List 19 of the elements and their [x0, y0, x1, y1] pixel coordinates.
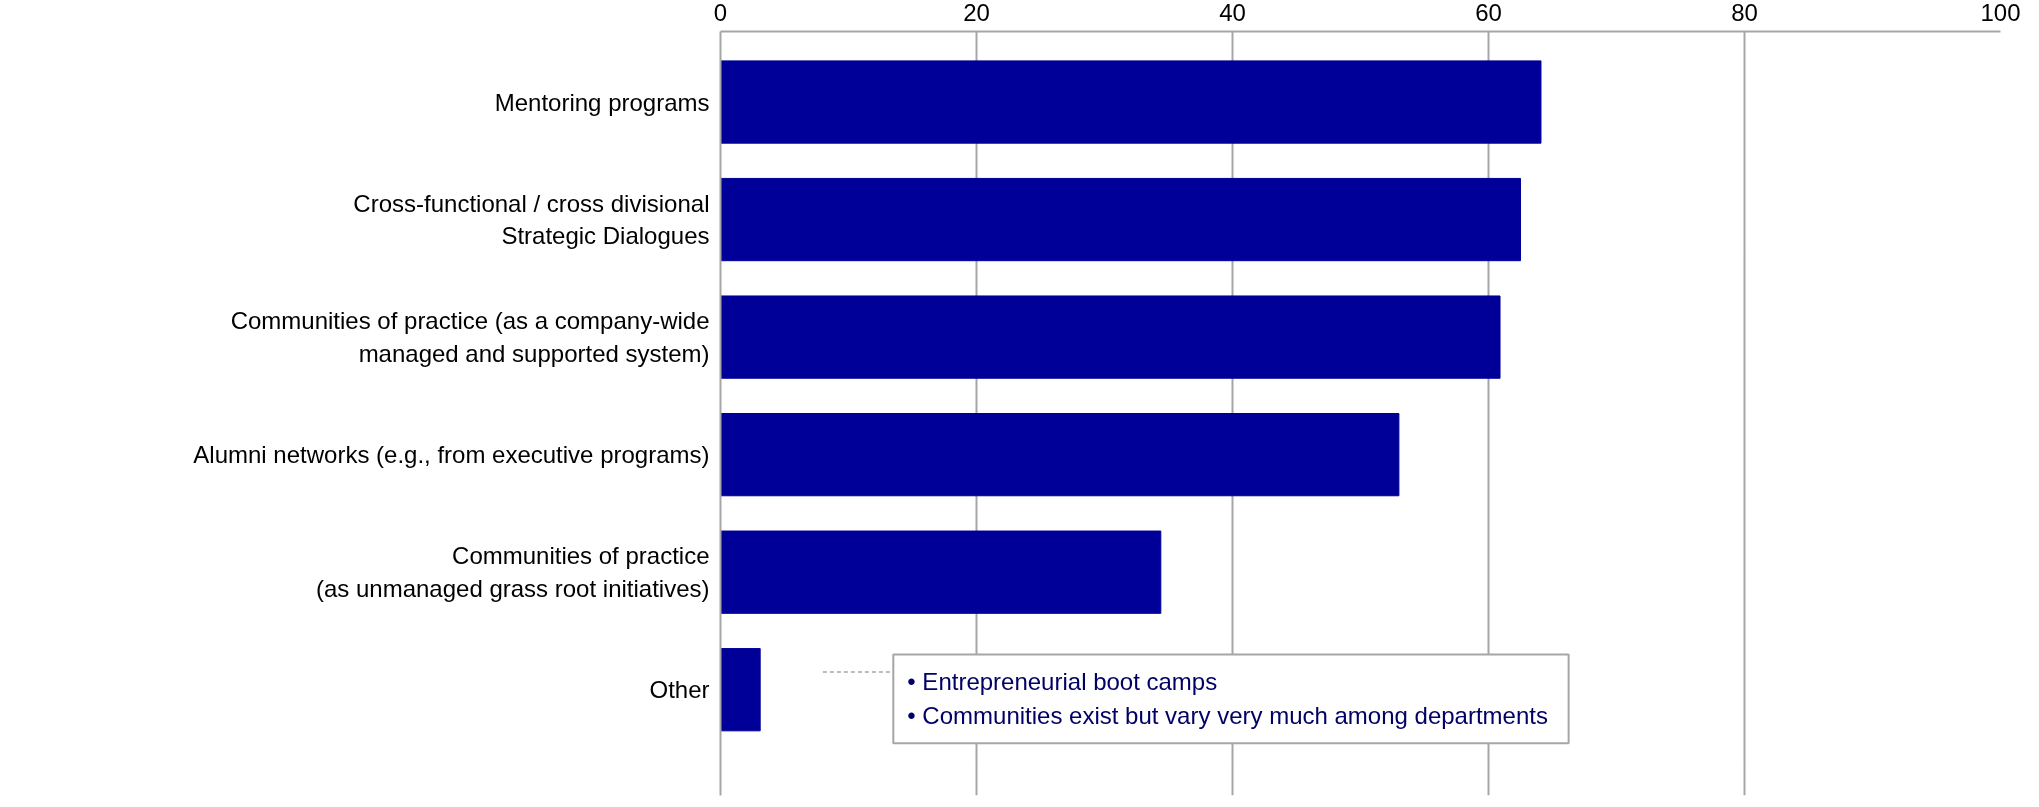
bar	[720, 648, 761, 732]
x-tick-label: 80	[1731, 0, 1758, 26]
bar	[720, 60, 1542, 144]
x-tick-label: 20	[963, 0, 990, 26]
annotation: • Entrepreneurial boot camps • Communities exist but vary very much among departments	[907, 668, 1548, 730]
y-tick-label: Mentoring programs	[494, 88, 710, 116]
x-tick-label: 40	[1219, 0, 1246, 26]
y-tick-label: Cross-functional / cross divisional Strategic Dialogues	[353, 189, 710, 250]
x-tick-label: 60	[1475, 0, 1502, 26]
x-tick-label: 100	[1980, 0, 2021, 26]
y-tick-label: Other	[649, 676, 710, 704]
y-tick-label: Communities of practice (as a company-wide managed and supported system)	[230, 307, 710, 367]
bar	[720, 295, 1501, 379]
bar	[720, 530, 1162, 614]
bar	[720, 413, 1400, 497]
bar	[720, 177, 1521, 262]
y-tick-label: Alumni networks (e.g., from executive programs)	[193, 441, 710, 469]
y-tick-label: Communities of practice (as unmanaged grass root initiatives)	[315, 542, 710, 602]
x-tick-label: 0	[713, 0, 728, 26]
